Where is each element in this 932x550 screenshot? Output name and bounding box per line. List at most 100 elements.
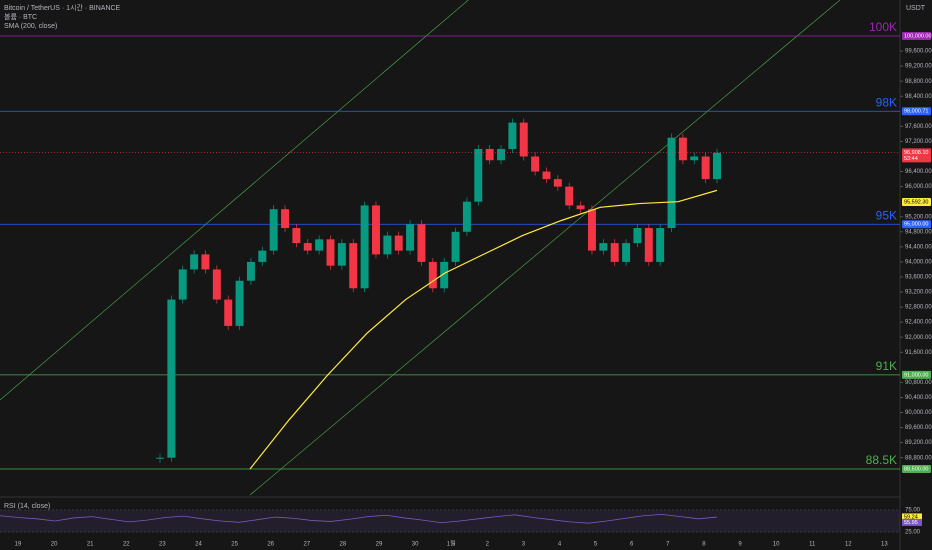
- y-tick-label: 98,400.00: [905, 94, 932, 100]
- candle: [372, 205, 380, 255]
- x-tick-label: 21: [87, 542, 94, 548]
- x-tick-label: 10: [773, 542, 780, 548]
- x-tick-label: 24: [195, 542, 202, 548]
- x-tick-label: 11: [809, 542, 816, 548]
- candle: [474, 148, 483, 202]
- rsi-tick-label: 75.00: [905, 508, 921, 514]
- x-tick-label: 13: [881, 542, 888, 548]
- y-tick-label: 89,200.00: [905, 440, 932, 446]
- level-name: 88.5K: [866, 453, 897, 467]
- x-tick-label: 7: [666, 542, 670, 548]
- candle: [178, 269, 187, 300]
- y-tick-label: 99,200.00: [905, 64, 932, 70]
- x-tick-label: 19: [15, 542, 22, 548]
- candle: [394, 235, 403, 251]
- candle: [212, 269, 221, 300]
- countdown: 53:44: [904, 156, 918, 162]
- candle: [326, 239, 335, 266]
- candle: [690, 156, 699, 161]
- level-label: 100,000.00: [904, 33, 932, 39]
- currency: USDT: [906, 5, 926, 12]
- x-tick-label: 28: [340, 542, 347, 548]
- y-tick-label: 94,800.00: [905, 229, 932, 235]
- candle: [519, 122, 528, 157]
- y-tick-label: 94,400.00: [905, 244, 932, 250]
- candle: [269, 209, 278, 251]
- trend-line: [249, 0, 841, 496]
- x-tick-label: 23: [159, 542, 166, 548]
- header-symbol: Bitcoin / TetherUS · 1시간 · BINANCE: [4, 3, 121, 12]
- trend-line: [0, 0, 469, 401]
- y-tick-label: 97,200.00: [905, 139, 932, 145]
- candle: [462, 201, 471, 232]
- x-tick-label: 29: [376, 542, 383, 548]
- y-tick-label: 97,600.00: [905, 124, 932, 130]
- candle: [224, 299, 233, 326]
- candle: [633, 228, 642, 244]
- y-tick-label: 90,000.00: [905, 410, 932, 416]
- y-tick-label: 96,000.00: [905, 184, 932, 190]
- header-sma: SMA (200, close): [4, 23, 57, 30]
- level-name: 95K: [876, 208, 897, 222]
- last_price-label: 96,908.10: [904, 150, 928, 156]
- candle: [258, 250, 267, 262]
- y-tick-label: 94,000.00: [905, 259, 932, 265]
- candle: [678, 137, 687, 161]
- y-tick-label: 96,400.00: [905, 169, 932, 175]
- level-label: 95,000.00: [904, 222, 928, 228]
- candle: [622, 243, 631, 262]
- rsi-box: [902, 513, 922, 521]
- y-tick-label: 90,800.00: [905, 380, 932, 386]
- y-tick-label: 95,200.00: [905, 214, 932, 220]
- candle: [599, 243, 608, 251]
- y-tick-label: 90,400.00: [905, 395, 932, 401]
- candle: [553, 179, 562, 187]
- candle: [235, 280, 244, 326]
- candle: [656, 228, 665, 262]
- x-tick-label: 27: [303, 542, 310, 548]
- candle: [565, 186, 574, 206]
- candle: [428, 261, 437, 289]
- x-tick-label: 9: [738, 542, 742, 548]
- candle: [303, 243, 312, 251]
- y-tick-label: 99,600.00: [905, 49, 932, 55]
- candle: [201, 254, 210, 270]
- rsi-value: 59.24: [904, 514, 918, 520]
- candle: [349, 243, 358, 289]
- candle: [576, 205, 585, 210]
- sma_price-label: 95,592.30: [904, 199, 928, 205]
- candle: [167, 299, 176, 458]
- candle: [701, 156, 710, 180]
- candle: [406, 224, 415, 251]
- candle: [190, 254, 199, 270]
- level-box: [902, 370, 931, 379]
- level-name: 100K: [869, 20, 897, 34]
- x-tick-label: 12: [845, 542, 852, 548]
- x-tick-label: 4: [558, 542, 562, 548]
- last_price-box: [902, 148, 931, 163]
- candle: [644, 228, 653, 262]
- rsi-title: RSI (14, close): [4, 503, 50, 510]
- candle: [508, 122, 517, 149]
- rsi-line: [0, 513, 718, 524]
- x-tick-label: 6: [630, 542, 634, 548]
- candle: [417, 224, 426, 262]
- x-tick-label: 20: [51, 542, 58, 548]
- x-tick-label: 25: [231, 542, 238, 548]
- candle: [360, 205, 369, 289]
- y-tick-label: 89,600.00: [905, 425, 932, 431]
- x-tick-label: 22: [123, 542, 130, 548]
- candle: [281, 209, 290, 229]
- sma-line: [249, 189, 718, 470]
- candle: [440, 261, 449, 289]
- y-tick-label: 93,200.00: [905, 290, 932, 296]
- candle: [542, 171, 551, 180]
- candle: [156, 457, 164, 459]
- level-name: 98K: [876, 95, 897, 109]
- candle: [451, 231, 460, 262]
- y-tick-label: 92,400.00: [905, 320, 932, 326]
- candle: [713, 152, 721, 180]
- level-label: 98,000.71: [904, 109, 928, 115]
